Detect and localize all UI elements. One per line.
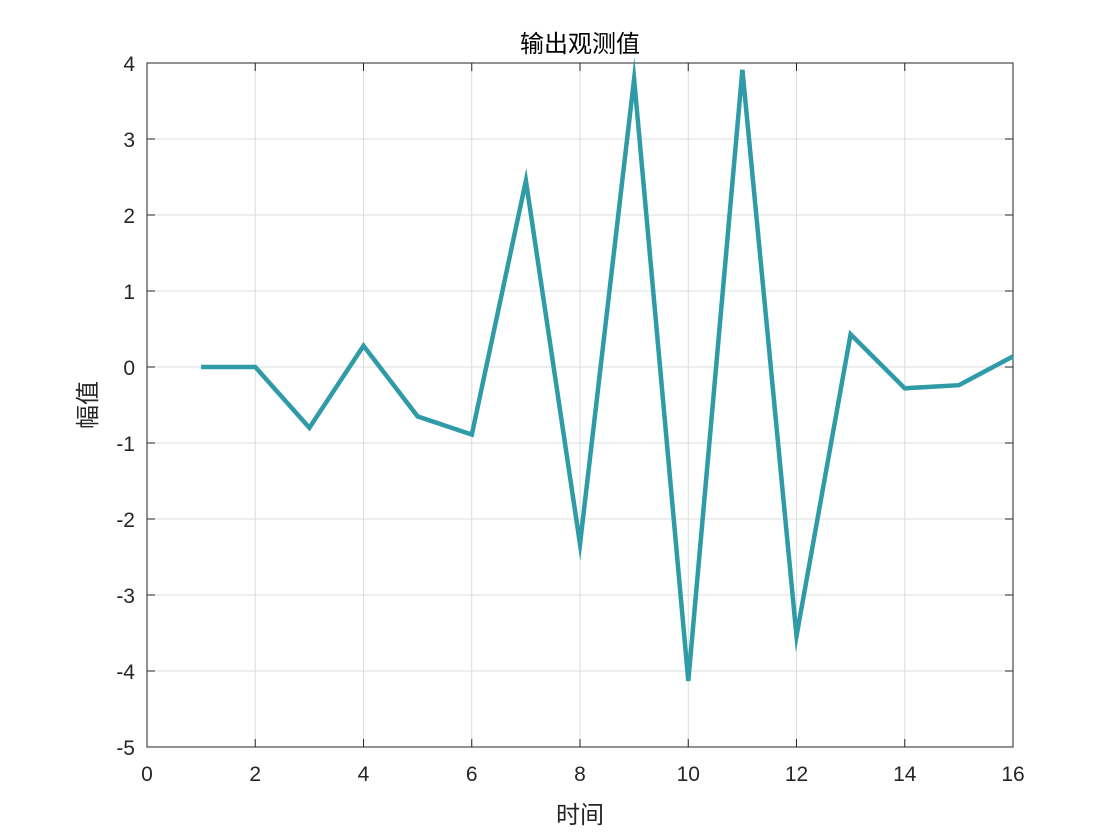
y-tick-label: 3 bbox=[123, 129, 135, 152]
x-tick-label: 0 bbox=[141, 763, 153, 786]
y-tick-label: -4 bbox=[116, 661, 135, 684]
y-tick-label: -1 bbox=[116, 433, 135, 456]
y-tick-label: -2 bbox=[116, 509, 135, 532]
y-tick-label: 1 bbox=[123, 281, 135, 304]
y-tick-label: 0 bbox=[123, 357, 135, 380]
x-tick-label: 8 bbox=[574, 763, 586, 786]
series-group bbox=[201, 57, 1015, 682]
x-tick-label: 12 bbox=[785, 763, 808, 786]
series-line bbox=[201, 57, 1015, 682]
y-tick-label: 2 bbox=[123, 205, 135, 228]
chart-title: 输出观测值 bbox=[520, 30, 640, 58]
y-tick-labels: -5 -4 -3 -2 -1 0 1 2 3 4 bbox=[116, 53, 135, 760]
x-tick-label: 10 bbox=[677, 763, 700, 786]
x-tick-labels: 0 2 4 6 8 10 12 14 16 bbox=[141, 763, 1025, 786]
x-tick-label: 16 bbox=[1001, 763, 1024, 786]
x-tick-label: 6 bbox=[466, 763, 478, 786]
x-tick-label: 2 bbox=[249, 763, 261, 786]
grid-lines bbox=[146, 62, 1014, 748]
x-tick-label: 14 bbox=[893, 763, 917, 786]
y-tick-label: -5 bbox=[116, 737, 135, 760]
y-tick-label: 4 bbox=[123, 53, 135, 76]
y-axis-label: 幅值 bbox=[74, 381, 102, 429]
x-tick-label: 4 bbox=[358, 763, 370, 786]
y-tick-label: -3 bbox=[116, 585, 135, 608]
x-axis-label: 时间 bbox=[556, 801, 604, 829]
axis-ticks bbox=[146, 62, 1014, 748]
